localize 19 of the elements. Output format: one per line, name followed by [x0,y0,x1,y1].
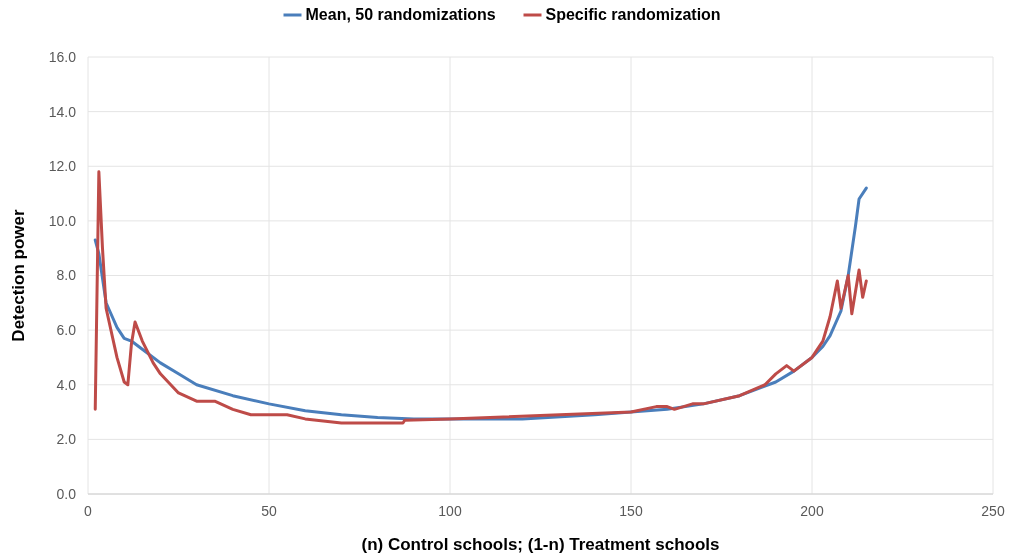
x-axis-title: (n) Control schools; (1-n) Treatment schools [361,535,720,554]
x-tick-label: 50 [261,503,277,519]
y-tick-label: 10.0 [48,212,77,229]
y-tick-label: 4.0 [56,376,77,393]
y-tick-label: 6.0 [56,322,77,339]
y-tick-label: 8.0 [56,267,77,284]
legend-label: Specific randomization [545,6,721,23]
x-tick-label: 250 [981,503,1005,519]
legend-label: Mean, 50 randomizations [305,6,496,23]
x-tick-label: 0 [84,503,93,519]
x-tick-label: 200 [800,503,824,519]
x-tick-label: 150 [619,503,643,519]
y-tick-label: 0.0 [56,485,77,502]
y-tick-label: 2.0 [56,431,77,448]
y-tick-label: 14.0 [48,103,77,120]
y-axis-title: Detection power [9,209,28,342]
y-tick-label: 12.0 [48,158,77,175]
x-tick-label: 100 [438,503,462,519]
y-tick-label: 16.0 [48,48,77,65]
